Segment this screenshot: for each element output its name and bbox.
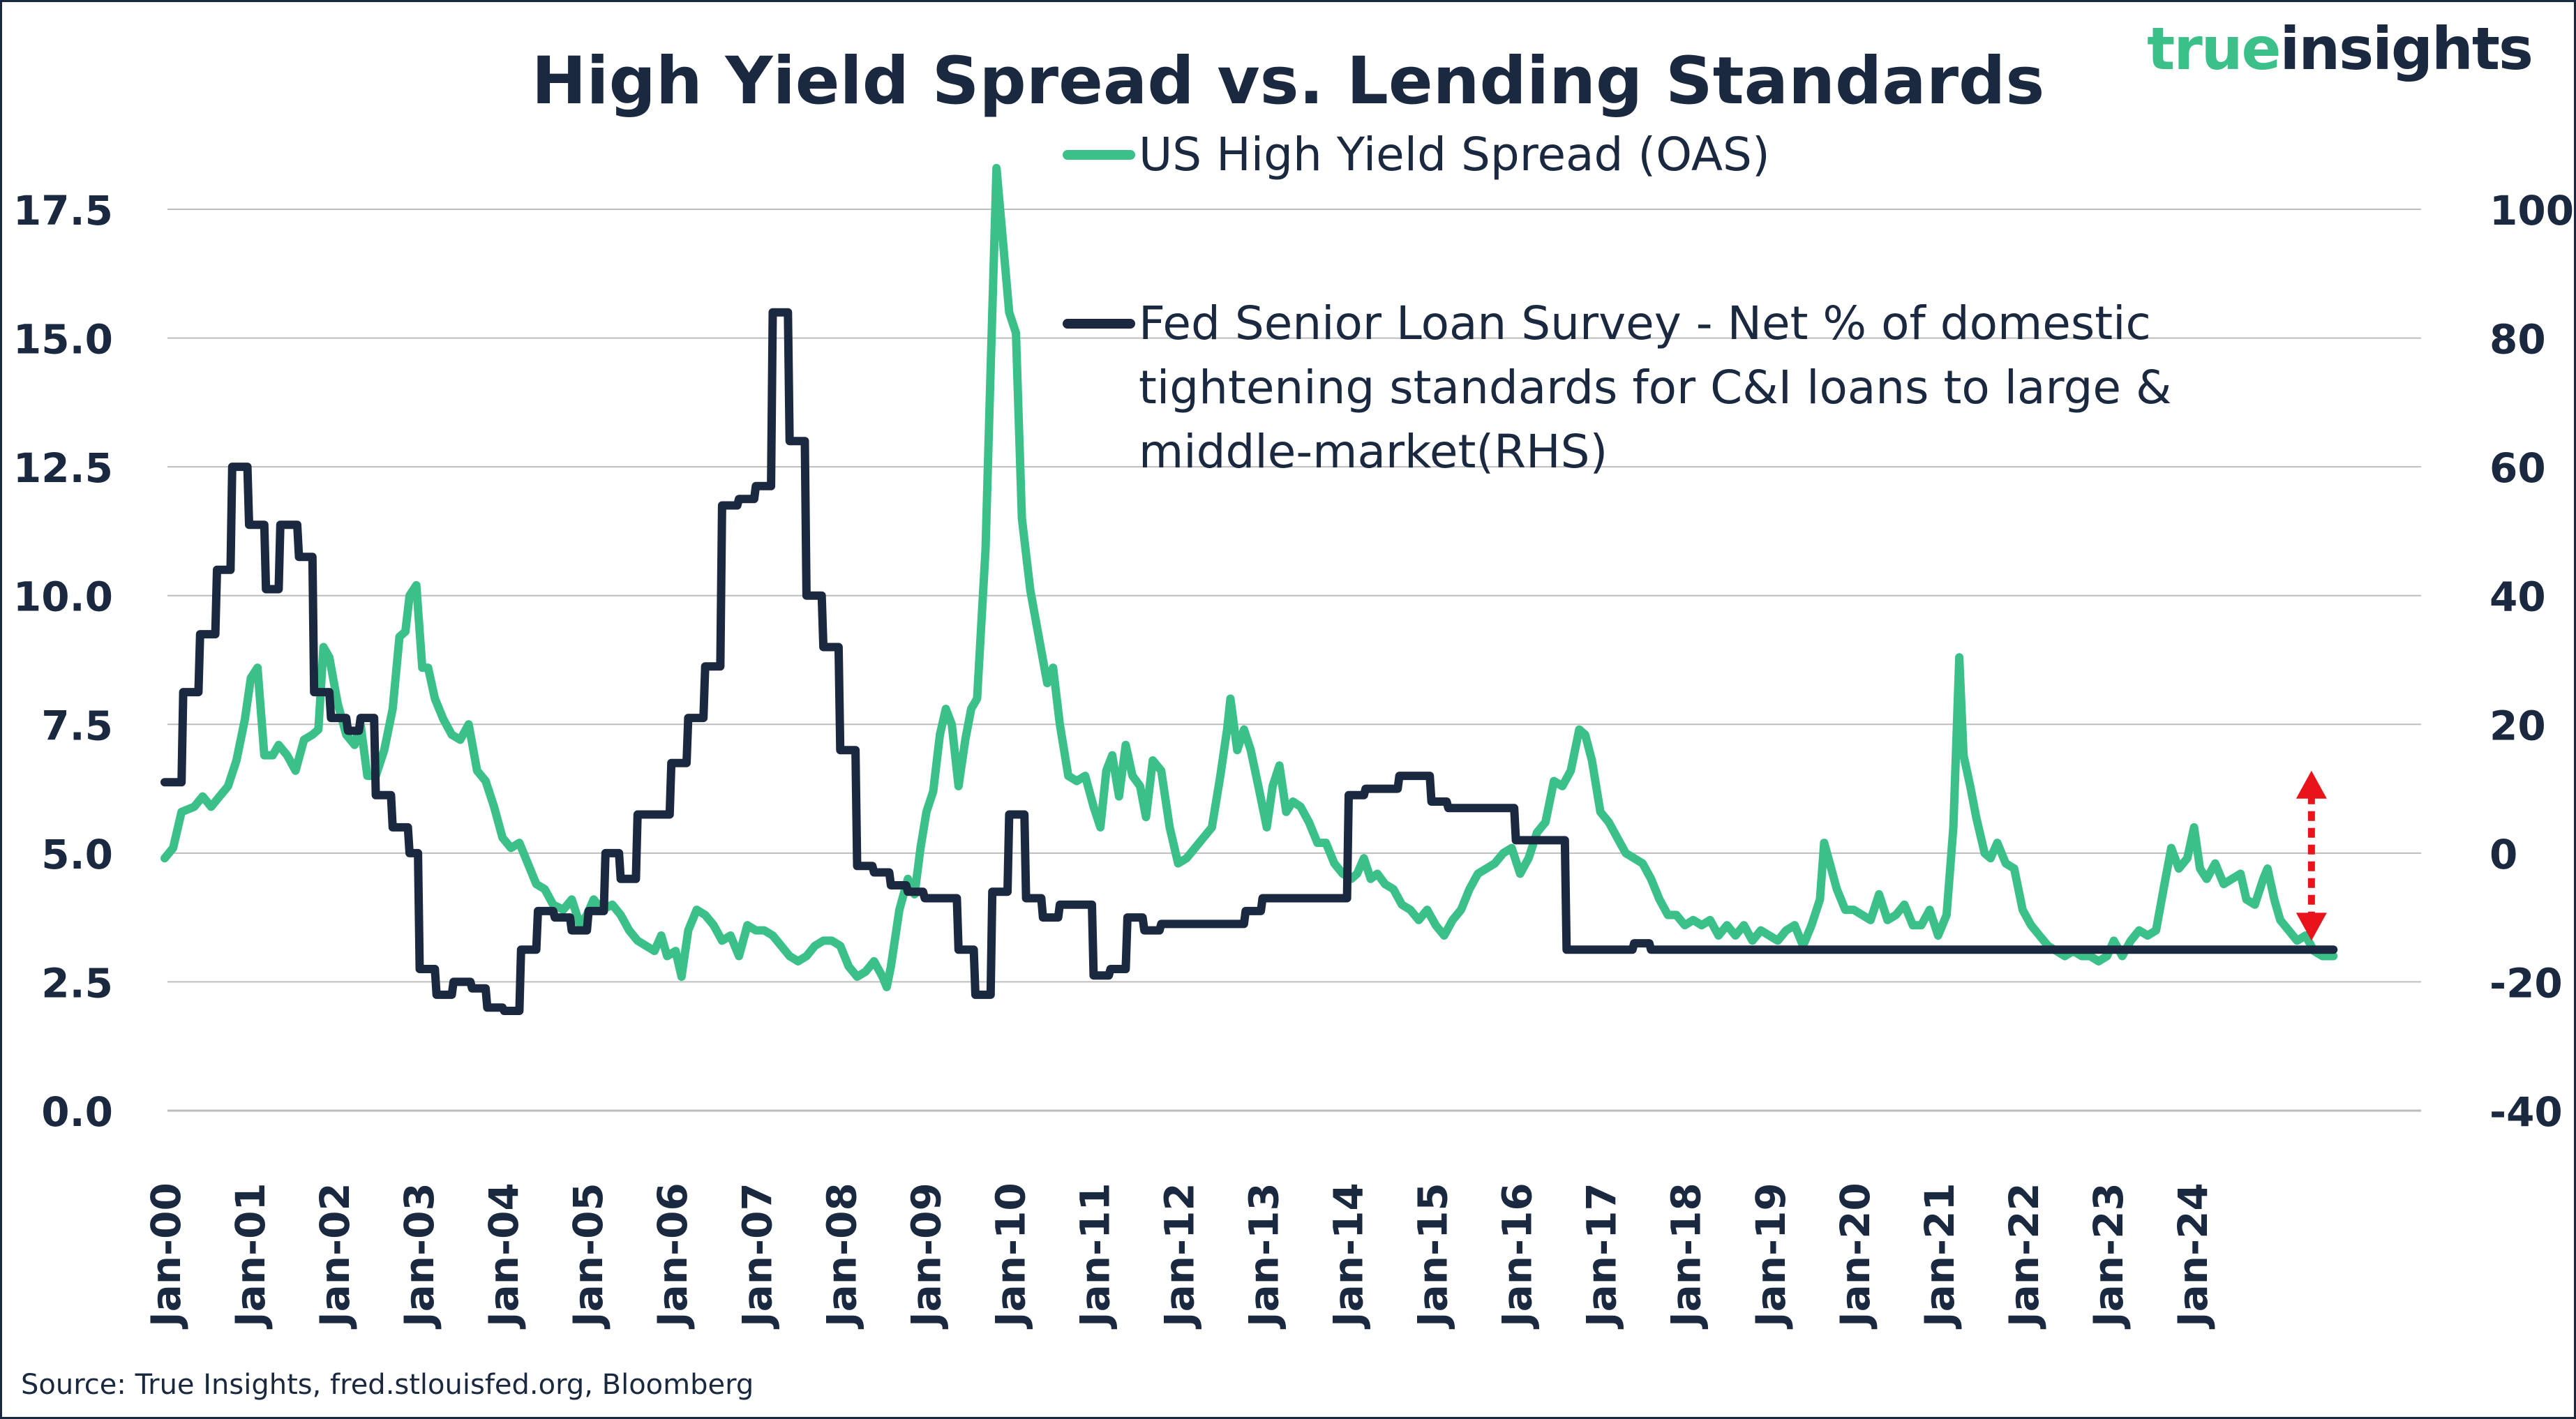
annotation-arrow-head-up [2296,770,2327,799]
y-right-tick-label: 40 [2489,573,2546,621]
brand-word-true: true [2147,15,2281,83]
y-left-tick-label: 5.0 [41,831,113,878]
x-tick-label: Jan-10 [987,1182,1034,1330]
legend-fed-label-line: tightening standards for C&I loans to la… [1139,361,2171,414]
x-tick-label: Jan-14 [1325,1182,1372,1330]
legend-hy-label: US High Yield Spread (OAS) [1139,128,1770,181]
y-left-tick-label: 12.5 [13,444,113,492]
x-tick-label: Jan-08 [818,1182,865,1330]
brand-word-insights: insights [2279,15,2533,83]
chart-title: High Yield Spread vs. Lending Standards [532,43,2045,119]
series-layer [160,163,2338,1015]
x-tick-label: Jan-12 [1155,1182,1203,1330]
x-tick-label: Jan-17 [1578,1182,1626,1330]
y-right-tick-label: 80 [2489,316,2546,363]
y-right-tick-label: 60 [2489,444,2546,492]
x-tick-label: Jan-24 [2169,1182,2217,1330]
brand-logo: trueinsights [2147,15,2533,83]
y-left-tick-label: 7.5 [41,702,113,749]
x-tick-label: Jan-03 [396,1182,443,1330]
series-line-hy-spread [160,163,2338,991]
y-right-tick-label: -40 [2489,1088,2563,1136]
x-tick-label: Jan-02 [311,1182,359,1330]
x-tick-label: Jan-11 [1071,1182,1118,1330]
annotation-layer [2296,770,2327,941]
x-tick-label: Jan-09 [902,1182,950,1330]
x-tick-label: Jan-19 [1747,1182,1795,1330]
y-right-tick-label: -20 [2489,959,2563,1007]
x-tick-label: Jan-23 [2085,1182,2132,1330]
source-note: Source: True Insights, fred.stlouisfed.o… [21,1369,754,1401]
x-tick-label: Jan-15 [1409,1182,1457,1330]
y-right-tick-label: 100 [2489,187,2574,234]
y-right-tick-label: 0 [2489,831,2517,878]
x-tick-label: Jan-22 [2000,1182,2048,1330]
y-left-tick-label: 15.0 [13,316,113,363]
x-tick-label: Jan-16 [1494,1182,1541,1330]
x-tick-label: Jan-13 [1241,1182,1288,1330]
x-tick-label: Jan-07 [733,1182,781,1330]
y-right-tick-label: 20 [2489,702,2546,749]
x-tick-label: Jan-05 [564,1182,612,1330]
series-line-fed-survey [160,308,2338,1015]
axes: 0.0 2.5 5.0 7.5 10.0 12.5 15.0 17.5 -40 -20 0 20 40 6… [13,187,2574,1330]
gridlines [167,209,2421,983]
x-tick-label: Jan-06 [649,1182,696,1330]
x-tick-label: Jan-04 [480,1182,527,1330]
x-tick-label: Jan-20 [1832,1182,1879,1330]
legend-fed-label-line: middle-market(RHS) [1139,425,1608,479]
y-left-tick-label: 10.0 [13,573,113,621]
y-left-tick-label: 17.5 [13,187,113,234]
x-tick-label: Jan-00 [142,1182,190,1330]
x-tick-label: Jan-18 [1663,1182,1710,1330]
x-tick-label: Jan-01 [227,1182,274,1330]
x-tick-label: Jan-21 [1916,1182,1963,1330]
legend-fed-label-line: Fed Senior Loan Survey - Net % of domest… [1139,296,2151,350]
y-left-tick-label: 0.0 [41,1088,113,1136]
annotation-arrow-head-down [2296,913,2327,941]
legend-fed: Fed Senior Loan Survey - Net % of domest… [1063,296,2171,479]
legend-hy: US High Yield Spread (OAS) [1063,128,1770,181]
legend-fed-label: Fed Senior Loan Survey - Net % of domest… [1139,296,2171,479]
y-left-tick-label: 2.5 [41,959,113,1007]
